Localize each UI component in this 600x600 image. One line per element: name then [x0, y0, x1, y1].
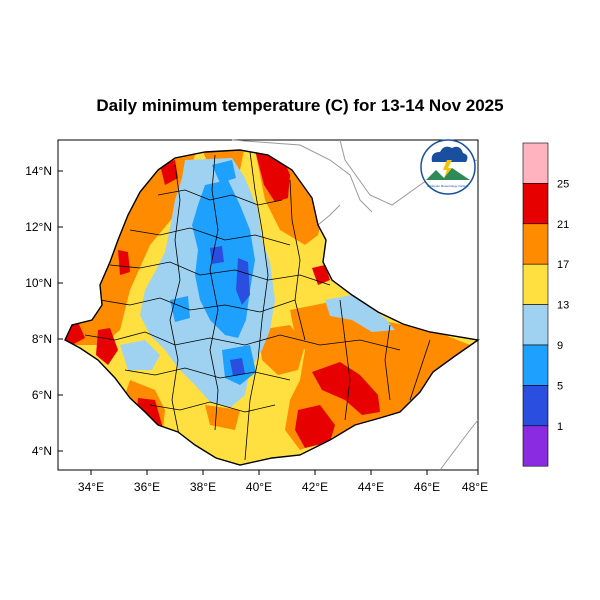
hot-zone-southeast — [295, 405, 335, 448]
hot-zone-west — [118, 250, 130, 275]
lon-label: 40°E — [246, 480, 272, 494]
colorbar-swatch — [522, 385, 549, 427]
colorbar-label: 13 — [557, 300, 569, 312]
lat-label: 12°N — [25, 220, 52, 234]
colorbar: 25 21 17 13 9 5 1 — [522, 142, 569, 467]
colorbar-label: 1 — [557, 421, 563, 433]
lon-label: 44°E — [358, 480, 384, 494]
colorbar-swatch — [522, 304, 549, 346]
cool-zone-southwest — [120, 340, 160, 370]
lon-axis: 34°E 36°E 38°E 40°E 42°E 44°E 46°E 48°E — [78, 470, 488, 494]
colorbar-swatch — [522, 183, 549, 225]
logo-text: Ethiopian Meteorology Institute — [427, 184, 469, 188]
logo-cloud-icon — [431, 146, 468, 162]
colorbar-swatch — [522, 425, 549, 467]
logo-mountain-icon — [426, 168, 470, 180]
colorbar-label: 21 — [557, 219, 569, 231]
lon-label: 46°E — [414, 480, 440, 494]
warm-zone-center-east — [258, 325, 305, 375]
logo-lightning-icon — [443, 160, 452, 178]
admin-borders — [84, 151, 431, 461]
lon-label: 48°E — [462, 480, 488, 494]
lat-label: 10°N — [25, 276, 52, 290]
hot-zone-east-1 — [312, 362, 380, 415]
lon-label: 38°E — [190, 480, 216, 494]
hot-zone-east-small — [312, 265, 330, 285]
colorbar-label: 9 — [557, 340, 563, 352]
lat-label: 4°N — [32, 444, 52, 458]
ethiopian-meteorology-institute-logo: Ethiopian Meteorology Institute — [420, 139, 476, 195]
country-outline — [64, 149, 480, 466]
colder-zone-1 — [236, 258, 250, 305]
colorbar-swatch — [522, 142, 549, 184]
lat-axis: 14°N 12°N 10°N 8°N 6°N 4°N — [25, 164, 63, 458]
cool-zone-east — [325, 295, 395, 332]
colorbar-swatch — [522, 223, 549, 265]
lon-label: 36°E — [134, 480, 160, 494]
lat-label: 14°N — [25, 164, 52, 178]
colorbar-label: 17 — [557, 259, 569, 271]
lat-label: 8°N — [32, 332, 52, 346]
chart-title: Daily minimum temperature (C) for 13-14 … — [96, 96, 504, 115]
colorbar-swatch — [522, 344, 549, 386]
warm-zone-east — [285, 300, 470, 450]
cold-zone-west — [170, 296, 190, 322]
warm-zone-south — [205, 405, 240, 430]
hot-zone-west2 — [96, 328, 118, 365]
lon-label: 42°E — [302, 480, 328, 494]
lat-label: 6°N — [32, 388, 52, 402]
colorbar-label: 25 — [557, 178, 569, 190]
colorbar-label: 5 — [557, 380, 563, 392]
cold-zone-north — [212, 160, 236, 183]
lon-label: 34°E — [78, 480, 104, 494]
colder-zone-2 — [230, 358, 245, 376]
colorbar-swatch — [522, 263, 549, 305]
